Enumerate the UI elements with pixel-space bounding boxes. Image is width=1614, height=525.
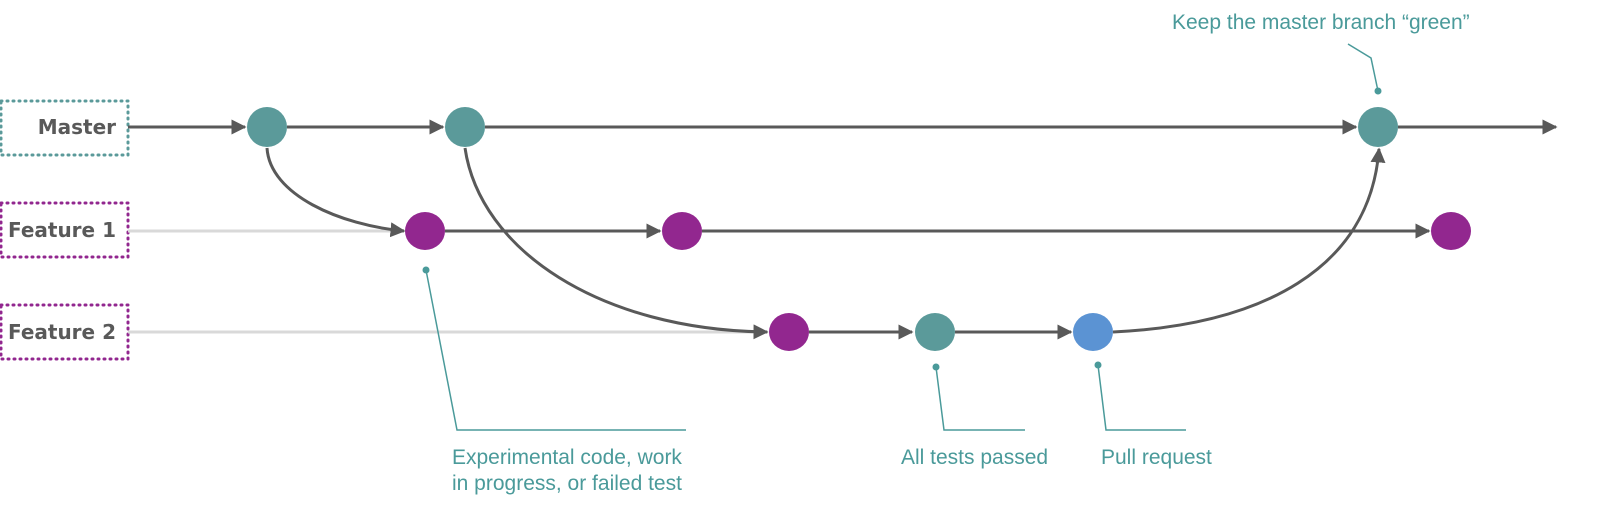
master-label-box (0, 99, 130, 157)
callout-tests-passed-line (935, 366, 1025, 431)
pull-request-annotation: Pull request (1101, 446, 1212, 469)
feature1-commit-1 (405, 212, 445, 250)
master-commit-1 (247, 107, 287, 147)
merge-curve-pull-request (1112, 147, 1386, 334)
branch-curve-feature2 (463, 147, 769, 340)
feature1-commit-3 (1431, 212, 1471, 250)
feature2-label-box (0, 303, 130, 361)
callout-pull-request: Pull request (1094, 361, 1212, 469)
experimental-annotation: Experimental code, work in progress, or … (452, 446, 688, 495)
tests-passed-annotation: All tests passed (901, 446, 1048, 469)
feature1-label-box (0, 201, 130, 259)
callout-keep-green-line (1347, 43, 1379, 92)
branch-label-feature1: Feature 1 (0, 201, 130, 259)
keep-green-annotation: Keep the master branch “green” (1172, 11, 1470, 34)
callout-experimental-line (425, 269, 686, 431)
feature1-commit-2 (662, 212, 702, 250)
callout-experimental-dot (422, 266, 430, 274)
feature2-commit-passed (915, 313, 955, 351)
master-merge-commit (1358, 107, 1398, 147)
feature2-label: Feature 2 (8, 320, 116, 344)
callout-pull-request-line (1097, 364, 1186, 431)
feature2-commit-pull-request (1073, 313, 1113, 351)
branch-label-feature2: Feature 2 (0, 303, 130, 361)
experimental-annotation-line1: Experimental code, work (452, 446, 682, 469)
callout-pull-request-dot (1094, 361, 1102, 369)
experimental-annotation-line2: in progress, or failed test (452, 472, 682, 495)
callout-tests-passed-dot (932, 363, 940, 371)
branch-curve-feature1 (265, 147, 406, 238)
callout-tests-passed: All tests passed (901, 363, 1048, 469)
master-commit-2 (445, 107, 485, 147)
feature1-label: Feature 1 (8, 218, 116, 242)
callout-keep-green: Keep the master branch “green” (1172, 11, 1470, 95)
callout-experimental: Experimental code, work in progress, or … (422, 266, 688, 495)
master-label: Master (38, 115, 116, 139)
branch-label-master: Master (0, 99, 130, 157)
feature2-commit-1 (769, 313, 809, 351)
callout-keep-green-dot (1374, 87, 1382, 95)
